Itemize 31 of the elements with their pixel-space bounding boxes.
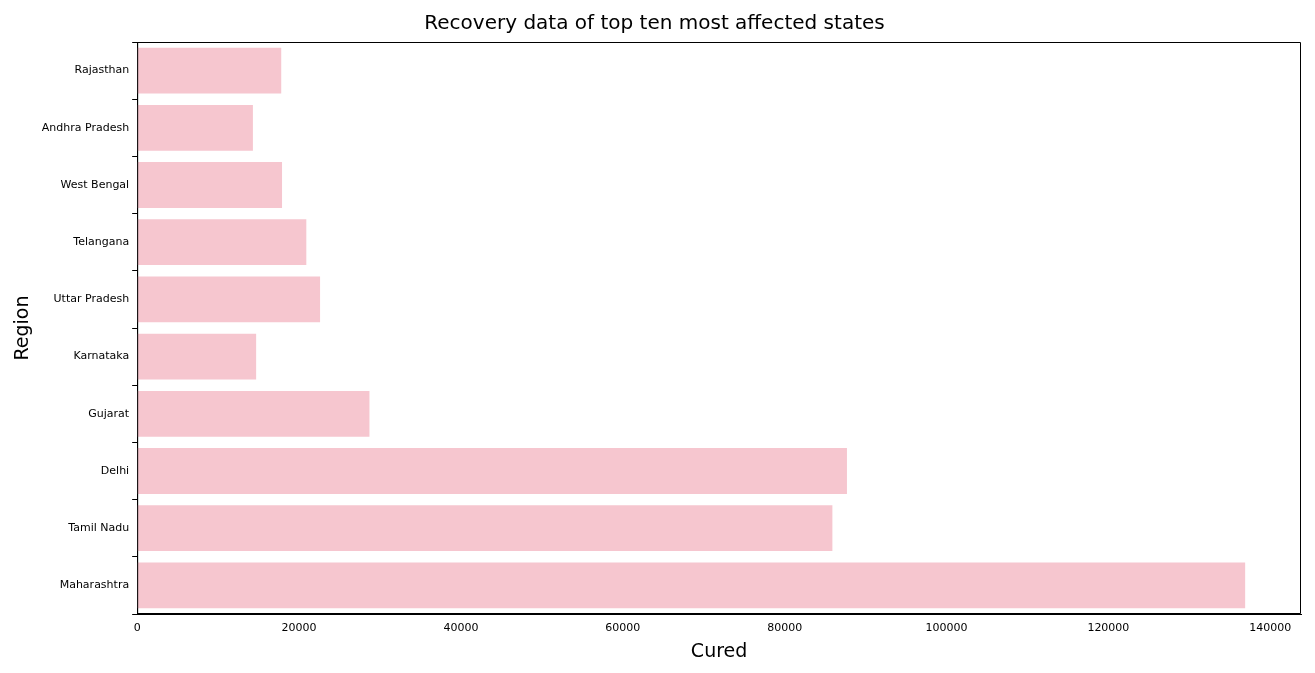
bar — [137, 333, 257, 380]
y-tick-label: West Bengal — [60, 177, 130, 191]
y-tick-label: Rajasthan — [74, 63, 130, 77]
x-tick-label: 40000 — [443, 621, 479, 635]
x-tick-label: 120000 — [1087, 621, 1130, 635]
y-tick-label: Uttar Pradesh — [53, 292, 130, 306]
y-axis-title: Region — [10, 295, 33, 361]
bar — [137, 162, 283, 208]
bar — [137, 448, 847, 494]
y-tick-label: Gujarat — [88, 406, 130, 420]
x-tick-label: 0 — [133, 621, 141, 635]
x-tick-label: 60000 — [605, 621, 641, 635]
bar — [137, 390, 370, 437]
y-tick-label: Telangana — [72, 235, 130, 249]
bar — [137, 505, 833, 552]
x-axis-title: Cured — [690, 638, 748, 661]
bar — [137, 104, 253, 151]
x-tick-label: 100000 — [925, 621, 968, 635]
bar — [137, 562, 1246, 609]
bar — [137, 276, 321, 323]
y-tick-label: Andhra Pradesh — [41, 120, 130, 134]
chart-title: Recovery data of top ten most affected states — [424, 10, 885, 35]
y-tick-label: Karnataka — [73, 349, 130, 363]
bar — [137, 219, 307, 266]
x-tick-label: 140000 — [1249, 621, 1292, 635]
y-tick-label: Tamil Nadu — [67, 521, 130, 535]
y-tick-label: Delhi — [100, 463, 130, 477]
x-tick-label: 80000 — [767, 621, 803, 635]
y-tick-label: Maharashtra — [59, 578, 130, 592]
x-tick-label: 20000 — [281, 621, 317, 635]
bar — [137, 47, 282, 94]
